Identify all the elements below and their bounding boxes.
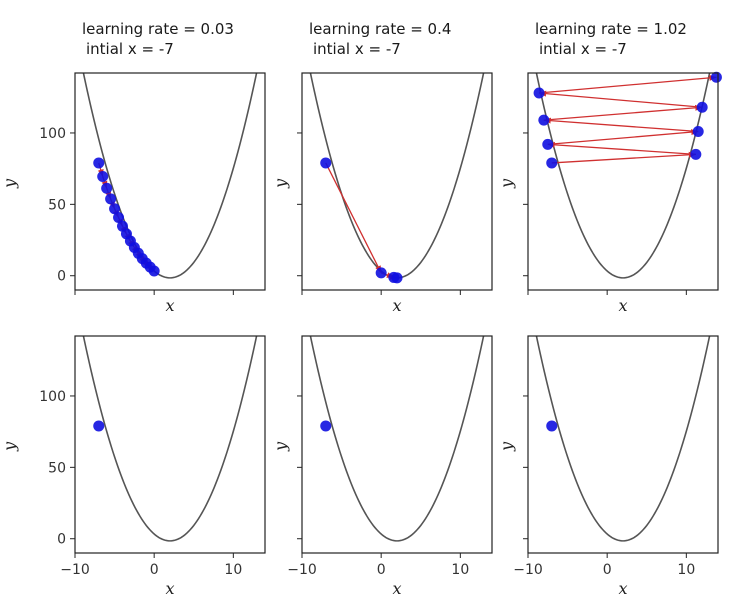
panel-top-right: x y learning rate = 1.02 intial x = -7 [497, 20, 722, 315]
panel-bottom-middle-axes-frame [301, 335, 493, 554]
panel-top-right-iterate-point [546, 157, 558, 169]
panel-top-left-iterate-point [97, 171, 109, 183]
panel-bottom-middle: −10 0 10 x y [271, 335, 493, 598]
panel-bottom-left-xlabel: x [165, 579, 174, 598]
panel-top-left-ylabel: y [0, 178, 19, 189]
panel-top-right-step-arrow [539, 74, 717, 94]
panel-top-left-iterate-point [105, 193, 117, 205]
panel-bottom-middle-loss-curve [309, 336, 485, 542]
panel-top-right-title-initial-x: intial x = -7 [539, 40, 627, 58]
panel-bottom-middle-xlabel: x [392, 579, 401, 598]
panel-top-left-iterate-point [109, 203, 121, 215]
panel-top-left-ytick-label: 100 [39, 126, 66, 142]
panel-bottom-left-ylabel: y [0, 441, 19, 452]
panel-top-middle: x y learning rate = 0.4 intial x = -7 [271, 20, 493, 315]
panel-bottom-middle-xtick-label: 10 [451, 562, 469, 578]
panel-top-left-ytick-label: 50 [48, 197, 66, 213]
panel-top-left-xlabel: x [165, 296, 174, 315]
panel-top-right-step-arrow [551, 151, 696, 164]
panel-top-left-iterate-point [113, 211, 125, 223]
panel-top-middle-iterate-point [391, 272, 403, 284]
panel-top-right-iterate-point [692, 126, 704, 138]
panel-top-right-iterate-point [533, 87, 545, 99]
panel-top-left-iterate-point [93, 157, 105, 169]
panel-top-right-step-arrow [547, 141, 696, 156]
panel-top-right-xlabel: x [618, 296, 627, 315]
panel-bottom-middle-iterate-point [320, 420, 332, 432]
panel-top-middle-ylabel: y [271, 178, 290, 189]
panel-top-right-loss-curve [535, 73, 711, 279]
panel-top-left: 0 50 100 x y learning rate = 0.03 intial x = -… [0, 20, 266, 315]
panel-top-middle-iterate-point [375, 267, 387, 279]
panel-top-middle-title-initial-x: intial x = -7 [313, 40, 401, 58]
panel-top-right-ylabel: y [497, 178, 516, 189]
panel-bottom-right-iterate-point [546, 420, 558, 432]
panel-top-middle-xlabel: x [392, 296, 401, 315]
panel-top-left-iterate-point [148, 265, 160, 277]
panel-top-right-title-learning-rate: learning rate = 1.02 [535, 20, 687, 38]
panel-bottom-right-axes-frame [527, 335, 719, 554]
panel-top-left-title-initial-x: intial x = -7 [86, 40, 174, 58]
panel-bottom-middle-xtick-label: 0 [377, 562, 386, 578]
panel-bottom-left-axes-frame [74, 335, 266, 554]
panel-top-left-loss-curve [82, 73, 258, 279]
panel-top-middle-title-learning-rate: learning rate = 0.4 [309, 20, 451, 38]
panel-top-left-title-learning-rate: learning rate = 0.03 [82, 20, 234, 38]
panel-bottom-left-ytick-label: 100 [39, 389, 66, 405]
panel-bottom-middle-xtick-label: −10 [287, 562, 317, 578]
panel-top-middle-step-arrow [325, 162, 382, 274]
panel-bottom-right-ylabel: y [497, 441, 516, 452]
panel-top-right-axes-frame [527, 72, 719, 291]
panel-top-right-step-arrow [539, 90, 703, 108]
panel-bottom-left-loss-curve [82, 336, 258, 542]
panel-top-right-iterate-point [710, 71, 722, 83]
panel-bottom-right-xtick-label: −10 [513, 562, 543, 578]
panel-top-right-step-arrow [543, 104, 703, 121]
panel-bottom-left-xtick-label: 10 [224, 562, 242, 578]
panel-bottom-right-xtick-label: 10 [677, 562, 695, 578]
panel-bottom-left-ytick-label: 50 [48, 460, 66, 476]
panel-top-left-ytick-label: 0 [57, 269, 66, 285]
panel-top-right-iterate-point [542, 138, 554, 150]
panel-top-middle-loss-curve [309, 73, 485, 279]
panel-top-middle-axes-frame [301, 72, 493, 291]
panel-bottom-right-xlabel: x [618, 579, 627, 598]
panel-bottom-right: −10 0 10 x y [497, 335, 719, 598]
panel-bottom-left-ytick-label: 0 [57, 532, 66, 548]
panel-bottom-right-xtick-label: 0 [603, 562, 612, 578]
panel-bottom-middle-ylabel: y [271, 441, 290, 452]
panel-top-left-axes-frame [74, 72, 266, 291]
panel-top-right-iterate-point [538, 114, 550, 126]
panel-top-right-step-arrow [543, 117, 699, 133]
panel-top-right-step-arrow [547, 129, 699, 146]
panel-bottom-left-xtick-label: −10 [60, 562, 90, 578]
panel-top-middle-iterate-point [320, 157, 332, 169]
panel-bottom-left-iterate-point [93, 420, 105, 432]
panel-top-right-iterate-point [690, 148, 702, 160]
panel-bottom-left-xtick-label: 0 [150, 562, 159, 578]
panel-top-left-iterate-point [101, 182, 113, 194]
panel-top-right-iterate-point [696, 101, 708, 113]
panel-bottom-right-loss-curve [535, 336, 711, 542]
